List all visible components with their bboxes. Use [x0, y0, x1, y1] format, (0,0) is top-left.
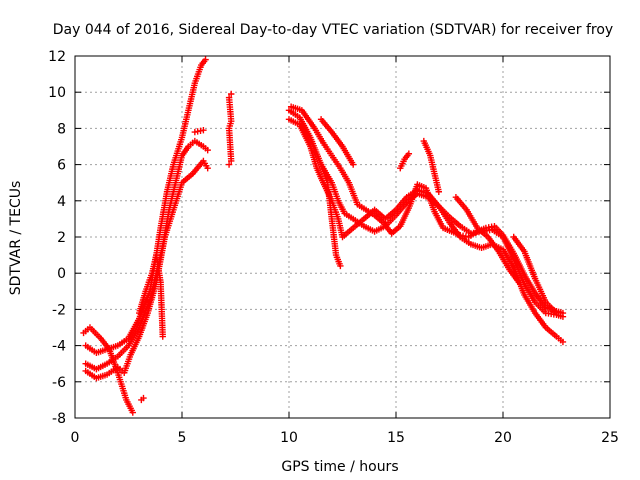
x-tick-label: 20 [494, 430, 512, 446]
data-point [204, 146, 211, 154]
data-point [350, 161, 357, 168]
y-tick-label: -6 [52, 375, 66, 391]
data-point [204, 165, 211, 172]
series-track-16 [452, 193, 524, 288]
series-track-15 [420, 137, 442, 195]
y-tick-label: 4 [57, 194, 66, 210]
y-tick-label: 12 [48, 49, 66, 65]
tick-labels: 0 5 10 15 20 25 -8 -6 -4 -2 0 2 4 6 8 10 12 [48, 49, 619, 446]
data-point [228, 90, 235, 98]
series-track-8 [138, 394, 147, 404]
series-track-9 [285, 107, 567, 320]
y-axis-label: SDTVAR / TECUs [8, 181, 24, 296]
series-track-4 [80, 324, 136, 416]
data-point [225, 94, 233, 101]
y-tick-label: -8 [52, 411, 66, 427]
y-tick-label: -2 [52, 302, 66, 318]
chart-title: Day 044 of 2016, Sidereal Day-to-day VTE… [53, 22, 613, 38]
data-points [80, 56, 567, 416]
data-point [553, 309, 560, 317]
axes [74, 55, 611, 419]
data-point [435, 188, 442, 195]
series-track-12 [317, 161, 344, 270]
x-tick-label: 25 [601, 430, 619, 446]
data-point [159, 333, 166, 340]
data-point [337, 262, 344, 270]
y-tick-label: 8 [57, 121, 66, 137]
data-point [200, 127, 207, 134]
y-tick-label: 2 [57, 230, 66, 246]
series-track-6 [191, 127, 207, 136]
data-point [559, 309, 567, 317]
x-tick-label: 10 [280, 430, 298, 446]
y-tick-label: 0 [57, 266, 66, 282]
series-track-14 [397, 150, 413, 172]
series-track-11 [287, 103, 567, 317]
series-track-7 [225, 90, 235, 168]
y-tick-label: -4 [52, 339, 66, 355]
y-tick-label: 6 [57, 158, 66, 174]
series-track-5 [136, 251, 166, 340]
data-point [559, 338, 567, 346]
x-tick-label: 15 [387, 430, 405, 446]
data-point [225, 161, 233, 168]
data-point [129, 409, 136, 416]
series-track-17 [510, 233, 560, 317]
series-track-3 [82, 157, 211, 382]
data-point [405, 150, 413, 157]
data-point [516, 280, 524, 288]
x-tick-label: 0 [71, 430, 80, 446]
x-axis-label: GPS time / hours [281, 459, 398, 475]
y-tick-label: 10 [48, 85, 66, 101]
data-point [140, 394, 147, 402]
series-track-13 [317, 116, 357, 168]
data-point [202, 56, 209, 63]
x-tick-label: 5 [178, 430, 187, 446]
